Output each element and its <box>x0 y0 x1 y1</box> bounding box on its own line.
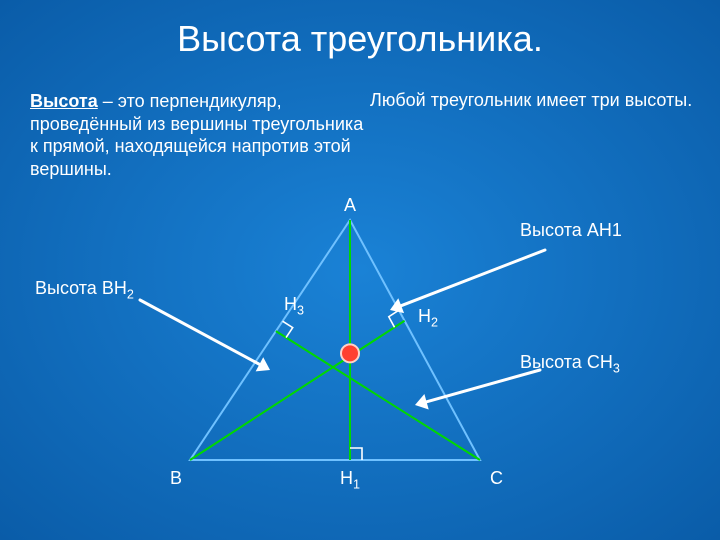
label-H1: Н1 <box>340 468 360 492</box>
slide-root: Высота треугольника. Высота – это перпен… <box>0 0 720 540</box>
label-A: А <box>344 195 356 216</box>
perp-marker <box>350 448 362 460</box>
perp-marker <box>283 321 293 337</box>
arrow-to-AH1 <box>401 250 545 306</box>
altitude-BH2 <box>190 321 405 460</box>
label-altitude-AH1: Высота АН1 <box>520 220 622 241</box>
label-altitude-BH2: Высота ВН2 <box>35 278 134 302</box>
label-altitude-CH3: Высота СН3 <box>520 352 620 376</box>
arrow-to-BH2 <box>140 300 259 364</box>
diagram-canvas <box>0 0 720 540</box>
label-H2: Н2 <box>418 306 438 330</box>
label-C: С <box>490 468 503 489</box>
triangle <box>190 220 480 460</box>
label-H3: Н3 <box>284 294 304 318</box>
label-B: В <box>170 468 182 489</box>
orthocenter <box>341 344 359 362</box>
